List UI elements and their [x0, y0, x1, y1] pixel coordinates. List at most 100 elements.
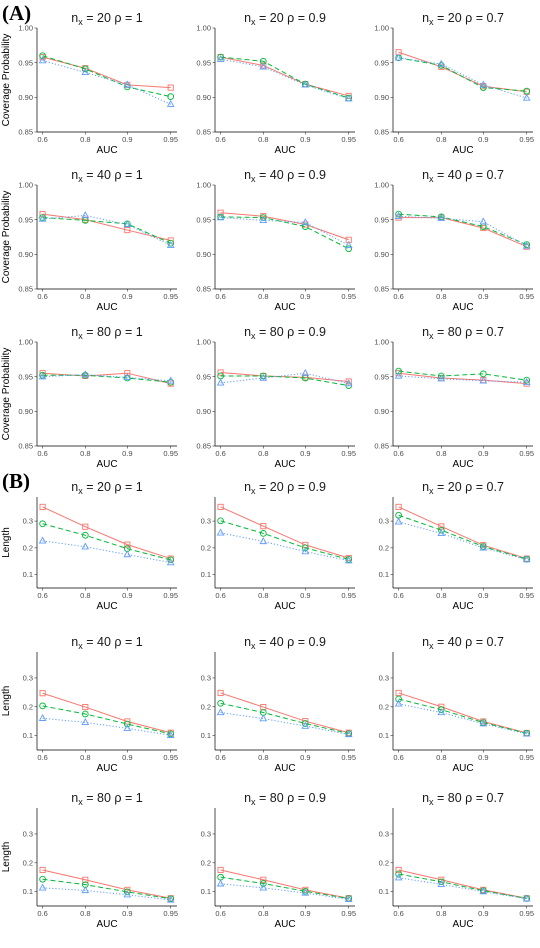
x-tick-label: 0.8	[436, 449, 446, 458]
triangle-marker	[437, 374, 446, 382]
y-tick-label: 0.3	[23, 830, 33, 839]
circle-marker	[167, 93, 175, 100]
circle-marker	[39, 875, 46, 883]
x-tick-label: 0.8	[258, 909, 268, 918]
triangle-series-line	[220, 712, 349, 735]
y-axis-label: Coverage Probability	[1, 191, 12, 284]
x-tick-label: 0.8	[80, 449, 90, 458]
x-axis-label: AUC	[96, 763, 117, 774]
triangle-marker	[81, 370, 90, 378]
triangle-marker	[259, 373, 268, 381]
x-axis-label: AUC	[274, 763, 295, 774]
panel-title: nx = 20 ρ = 1	[71, 11, 142, 27]
circle-marker	[301, 544, 309, 552]
square-marker	[345, 378, 352, 385]
panel-title: nx = 40 ρ = 1	[71, 168, 142, 184]
y-tick-label: 0.85	[196, 128, 211, 137]
triangle-marker	[301, 218, 310, 226]
x-tick-label: 0.95	[341, 591, 356, 600]
triangle-marker	[216, 54, 225, 62]
chart-panel: nx = 20 ρ = 0.9 0.85 0.90 0.95 1.00 0.6 0.8 0.9…	[196, 11, 356, 156]
panel-title: nx = 80 ρ = 1	[71, 325, 142, 341]
y-tick-label: 0.95	[18, 372, 33, 381]
panel-title: nx = 80 ρ = 1	[71, 791, 142, 807]
triangle-marker	[81, 211, 90, 219]
triangle-marker	[344, 730, 353, 738]
x-tick-label: 0.9	[478, 135, 488, 144]
triangle-marker	[259, 537, 268, 545]
y-tick-label: 0.90	[196, 407, 211, 416]
panel-title: nx = 20 ρ = 0.7	[422, 480, 504, 496]
triangle-marker	[394, 53, 403, 61]
x-axis-label: AUC	[96, 919, 117, 930]
x-axis-label: AUC	[452, 459, 473, 470]
y-tick-label: 0.1	[201, 887, 211, 896]
triangle-marker	[216, 879, 225, 887]
y-tick-label: 0.85	[196, 285, 211, 294]
square-series-line	[220, 869, 349, 899]
triangle-marker	[522, 241, 531, 249]
y-tick-label: 0.3	[379, 830, 389, 839]
x-tick-label: 0.8	[436, 135, 446, 144]
y-tick-label: 0.85	[374, 442, 389, 451]
x-tick-label: 0.6	[215, 753, 225, 762]
y-tick-label: 0.85	[196, 442, 211, 451]
x-axis-label: AUC	[452, 302, 473, 313]
y-tick-label: 0.85	[374, 128, 389, 137]
x-tick-label: 0.9	[122, 591, 132, 600]
y-tick-label: 0.95	[196, 58, 211, 67]
circle-marker	[259, 880, 267, 887]
square-marker	[39, 866, 46, 874]
square-marker	[395, 689, 402, 696]
x-tick-label: 0.9	[122, 292, 132, 301]
circle-marker	[167, 556, 175, 564]
x-tick-label: 0.6	[393, 753, 403, 762]
triangle-marker	[479, 719, 488, 727]
x-tick-label: 0.95	[519, 591, 534, 600]
triangle-marker	[394, 517, 403, 525]
panel-title: nx = 80 ρ = 0.7	[422, 325, 504, 341]
triangle-series-line	[42, 215, 171, 246]
circle-marker	[395, 210, 402, 218]
triangle-marker	[81, 68, 90, 76]
square-marker	[217, 866, 224, 874]
triangle-marker	[216, 708, 225, 716]
x-tick-label: 0.6	[393, 135, 403, 144]
y-tick-label: 0.90	[196, 93, 211, 102]
square-marker	[395, 866, 402, 874]
y-tick-label: 1.00	[196, 24, 211, 33]
square-marker	[124, 370, 131, 377]
circle-series-line	[220, 876, 349, 899]
x-axis-label: AUC	[274, 145, 295, 156]
y-tick-label: 0.2	[23, 543, 33, 552]
circle-marker	[345, 245, 353, 253]
x-tick-label: 0.95	[341, 449, 356, 458]
triangle-marker	[259, 62, 268, 70]
triangle-series-line	[398, 215, 527, 247]
x-tick-label: 0.8	[80, 909, 90, 918]
square-marker	[124, 227, 131, 234]
circle-series-line	[220, 216, 349, 250]
x-tick-label: 0.95	[519, 449, 534, 458]
x-tick-label: 0.8	[436, 753, 446, 762]
triangle-marker	[259, 216, 268, 224]
circle-marker	[395, 695, 402, 703]
triangle-marker	[38, 214, 47, 222]
square-series-line	[220, 212, 349, 241]
square-marker	[167, 84, 174, 91]
x-tick-label: 0.6	[37, 753, 47, 762]
panel-title: nx = 40 ρ = 1	[71, 635, 142, 651]
triangle-marker	[166, 895, 175, 903]
x-tick-label: 0.9	[122, 909, 132, 918]
chart-panel: nx = 80 ρ = 1 0.85 0.90 0.95 1.00 0.6 0.8 0.9 0.…	[1, 325, 178, 470]
circle-marker	[81, 65, 89, 73]
y-tick-label: 0.90	[18, 250, 33, 259]
circle-series-line	[42, 705, 171, 735]
x-tick-label: 0.9	[478, 591, 488, 600]
triangle-series-line	[42, 540, 171, 564]
triangle-marker	[394, 699, 403, 707]
x-tick-label: 0.8	[80, 591, 90, 600]
x-tick-label: 0.9	[478, 292, 488, 301]
chart-panel: nx = 40 ρ = 0.9 0.85 0.90 0.95 1.00 0.6 0.8 0.9…	[196, 168, 356, 313]
